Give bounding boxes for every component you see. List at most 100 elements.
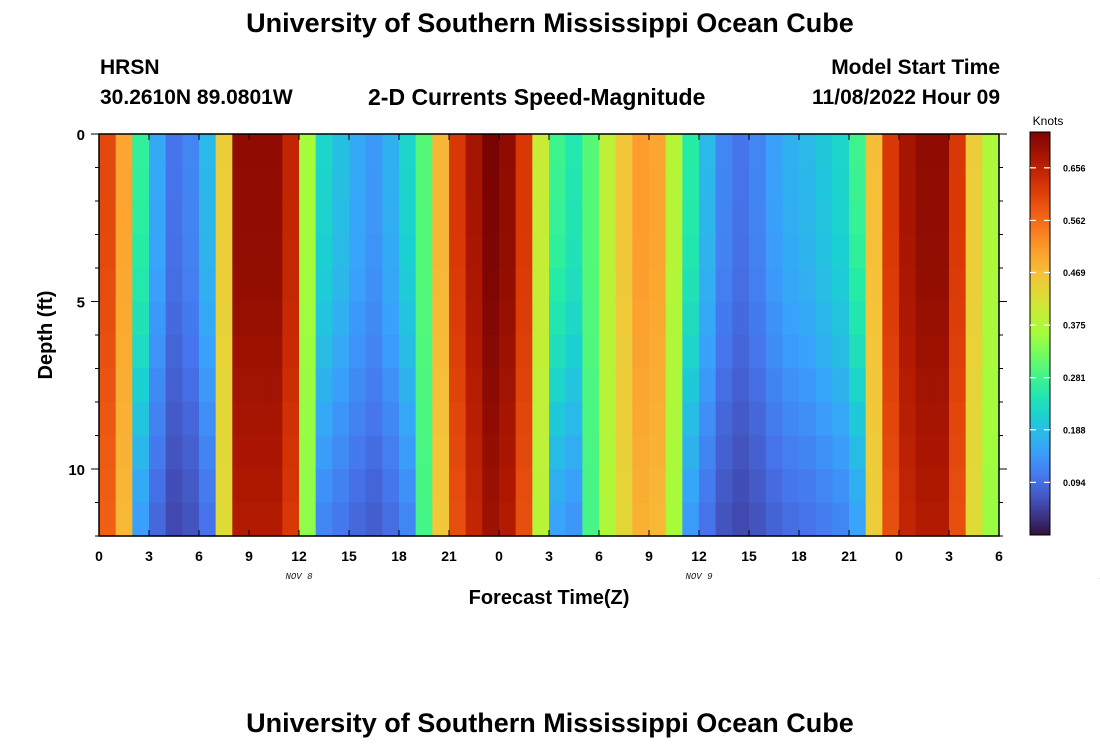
heatmap-cell bbox=[832, 167, 850, 202]
heatmap-cell bbox=[899, 402, 917, 437]
heatmap-cell bbox=[715, 201, 733, 236]
heatmap-cell bbox=[482, 502, 500, 537]
heatmap-cell bbox=[932, 502, 950, 537]
heatmap-cell bbox=[149, 502, 167, 537]
heatmap-cell bbox=[265, 167, 283, 202]
heatmap-cell bbox=[249, 335, 267, 370]
heatmap-cell bbox=[432, 201, 450, 236]
y-axis: 0 5 10 bbox=[68, 127, 1007, 537]
heatmap-cell bbox=[632, 335, 650, 370]
heatmap-cell bbox=[282, 368, 300, 403]
heatmap-cell bbox=[715, 301, 733, 336]
heatmap-cell bbox=[699, 368, 717, 403]
heatmap-cell bbox=[332, 201, 350, 236]
heatmap-cell bbox=[749, 268, 767, 303]
heatmap-cell bbox=[365, 435, 383, 470]
heatmap-cell bbox=[149, 402, 167, 437]
heatmap-cell bbox=[599, 368, 617, 403]
heatmap-cell bbox=[215, 368, 233, 403]
date-label: NOV 9 bbox=[685, 572, 713, 582]
heatmap-cell bbox=[849, 134, 867, 169]
heatmap-cell bbox=[399, 234, 417, 269]
heatmap-cell bbox=[599, 402, 617, 437]
heatmap-cell bbox=[749, 234, 767, 269]
heatmap-cell bbox=[132, 301, 150, 336]
heatmap-cell bbox=[182, 301, 200, 336]
heatmap-cell bbox=[782, 134, 800, 169]
heatmap-cell bbox=[299, 167, 317, 202]
heatmap-cell bbox=[865, 201, 883, 236]
heatmap-cell bbox=[565, 502, 583, 537]
heatmap-cell bbox=[515, 268, 533, 303]
heatmap-cell bbox=[849, 167, 867, 202]
heatmap-cell bbox=[232, 134, 250, 169]
heatmap-cell bbox=[315, 469, 333, 504]
heatmap-cell bbox=[265, 502, 283, 537]
heatmap-cell bbox=[582, 469, 600, 504]
heatmap-cell bbox=[415, 335, 433, 370]
heatmap-cell bbox=[865, 301, 883, 336]
heatmap-cell bbox=[232, 402, 250, 437]
x-tick-label: 15 bbox=[341, 548, 357, 564]
heatmap-cell bbox=[682, 502, 700, 537]
heatmap-cell bbox=[415, 435, 433, 470]
heatmap-cell bbox=[549, 368, 567, 403]
heatmap-cell bbox=[749, 402, 767, 437]
heatmap-cell bbox=[399, 402, 417, 437]
heatmap-cell bbox=[615, 268, 633, 303]
heatmap-cell bbox=[432, 268, 450, 303]
heatmap-cell bbox=[315, 167, 333, 202]
heatmap-cell bbox=[199, 469, 217, 504]
heatmap-cell bbox=[132, 167, 150, 202]
heatmap-cell bbox=[799, 268, 817, 303]
colorbar-ramp bbox=[1029, 131, 1051, 536]
heatmap-cell bbox=[849, 402, 867, 437]
heatmap-cell bbox=[882, 335, 900, 370]
heatmap-cell bbox=[849, 502, 867, 537]
colorbar-ticks: 0.656 0.562 0.469 0.375 0.281 0.188 0.094 bbox=[1030, 163, 1086, 488]
colorbar-tick-label: 0.656 bbox=[1063, 163, 1086, 173]
heatmap-cell bbox=[532, 234, 550, 269]
colorbar: Knots 0.656 0.562 0.469 0.375 0.281 0.188 0.09… bbox=[1029, 114, 1086, 536]
heatmap-cell bbox=[415, 201, 433, 236]
heatmap-cell bbox=[649, 469, 667, 504]
heatmap-cell bbox=[132, 402, 150, 437]
heatmap-cell bbox=[349, 301, 367, 336]
heatmap-cell bbox=[532, 167, 550, 202]
heatmap-cell bbox=[782, 301, 800, 336]
heatmap-cell bbox=[265, 234, 283, 269]
heatmap-cell bbox=[949, 268, 967, 303]
heatmap-cell bbox=[615, 167, 633, 202]
heatmap-cell bbox=[582, 268, 600, 303]
heatmap-cell bbox=[765, 201, 783, 236]
heatmap-cell bbox=[632, 502, 650, 537]
heatmap-cell bbox=[799, 502, 817, 537]
heatmap-cell bbox=[565, 368, 583, 403]
heatmap-cell bbox=[965, 335, 983, 370]
heatmap-cell bbox=[299, 234, 317, 269]
heatmap-cell bbox=[465, 469, 483, 504]
heatmap-cell bbox=[515, 201, 533, 236]
heatmap-cell bbox=[915, 268, 933, 303]
heatmap-cell bbox=[749, 469, 767, 504]
heatmap-cell bbox=[482, 435, 500, 470]
heatmap-cell bbox=[865, 402, 883, 437]
heatmap-cell bbox=[249, 301, 267, 336]
heatmap-cell bbox=[849, 435, 867, 470]
heatmap-cell bbox=[415, 234, 433, 269]
heatmap-cell bbox=[832, 234, 850, 269]
heatmap-cell bbox=[432, 335, 450, 370]
heatmap-cell bbox=[399, 469, 417, 504]
heatmap-cell bbox=[982, 335, 1000, 370]
heatmap-cell bbox=[415, 301, 433, 336]
heatmap-cell bbox=[132, 335, 150, 370]
heatmap-cell bbox=[882, 402, 900, 437]
heatmap-cell bbox=[149, 201, 167, 236]
heatmap-cell bbox=[449, 167, 467, 202]
heatmap-cell bbox=[915, 502, 933, 537]
heatmap-cell bbox=[132, 201, 150, 236]
heatmap-cell bbox=[382, 402, 400, 437]
heatmap-cell bbox=[532, 402, 550, 437]
heatmap-cell bbox=[282, 402, 300, 437]
heatmap-cell bbox=[399, 167, 417, 202]
